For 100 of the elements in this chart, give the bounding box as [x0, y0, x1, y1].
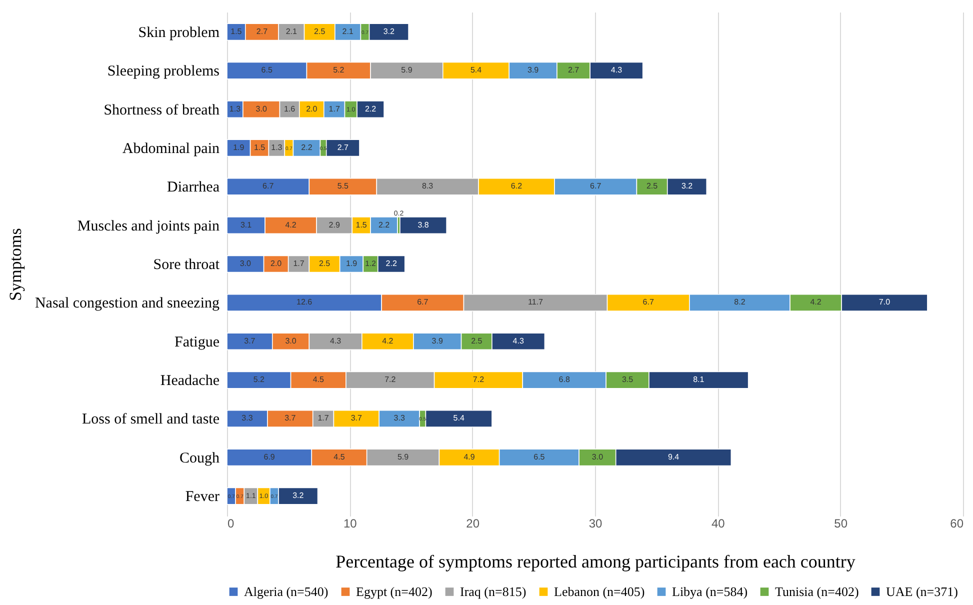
data-label: 5.2: [333, 66, 345, 75]
data-label: 4.3: [512, 336, 524, 346]
data-label: 3.0: [240, 259, 252, 268]
data-label: 2.7: [337, 142, 350, 152]
y-tick-label: Sore throat: [153, 257, 220, 273]
data-label: 3.5: [622, 375, 634, 384]
data-label: 4.2: [810, 298, 822, 307]
data-label: 9.4: [668, 452, 680, 462]
data-label: 7.2: [472, 375, 485, 384]
data-label: 1.7: [328, 104, 340, 114]
y-tick-label: Diarrhea: [167, 180, 220, 196]
data-label: 3.0: [285, 336, 297, 346]
data-label: 4.9: [464, 452, 476, 462]
data-label: 3.2: [383, 26, 396, 36]
x-tick-label: 60: [950, 516, 964, 530]
data-label: 3.0: [592, 452, 604, 462]
data-label: 3.2: [292, 491, 304, 500]
data-label: 6.7: [417, 298, 429, 307]
x-axis-title: Percentage of symptoms reported among participants from each country: [336, 552, 856, 572]
x-tick-label: 50: [834, 516, 848, 530]
data-label: 2.5: [314, 26, 326, 36]
data-label: 6.8: [558, 375, 570, 384]
legend-label: Tunisia (n=402): [775, 584, 859, 599]
data-label: 2.5: [471, 336, 483, 346]
data-label: 3.9: [432, 336, 444, 346]
data-label: 5.4: [470, 66, 482, 75]
x-tick-label: 0: [228, 516, 234, 530]
data-label: 3.8: [418, 220, 430, 230]
data-label: 2.0: [306, 104, 318, 114]
x-tick-label: 10: [343, 516, 358, 530]
y-tick-label: Muscles and joints pain: [77, 218, 220, 234]
data-label: 2.2: [301, 142, 313, 152]
x-tick-label: 20: [466, 516, 480, 530]
data-label: 3.7: [284, 414, 296, 423]
data-label: 1.5: [254, 142, 266, 152]
data-label: 6.5: [534, 452, 546, 462]
data-label: 1.9: [233, 142, 245, 152]
y-axis-title: Symptoms: [6, 228, 25, 301]
data-label: 3.7: [350, 414, 363, 423]
data-label: 5.5: [337, 182, 350, 191]
y-tick-label: Headache: [160, 373, 220, 390]
y-tick-label: Loss of smell and taste: [82, 412, 220, 428]
data-label: 4.5: [334, 452, 346, 462]
data-label: 4.3: [610, 66, 623, 75]
legend-label: UAE (n=371): [886, 584, 958, 599]
data-label: 2.7: [256, 26, 268, 36]
y-tick-label: Shortness of breath: [104, 102, 220, 118]
data-label: 3.7: [244, 336, 256, 346]
data-label: 3.1: [240, 220, 252, 230]
legend-label: Lebanon (n=405): [554, 584, 645, 599]
data-label: 12.6: [296, 298, 313, 307]
data-label: 2.2: [364, 104, 377, 114]
y-tick-label: Skin problem: [138, 24, 220, 41]
data-label: 3.9: [527, 66, 540, 75]
data-label: 3.2: [681, 182, 694, 191]
y-tick-label: Fatigue: [174, 334, 220, 350]
data-label: 8.2: [734, 298, 746, 307]
y-tick-label: Nasal congestion and sneezing: [34, 296, 220, 312]
legend-label: Algeria (n=540): [244, 584, 328, 599]
data-label: 1.9: [346, 259, 358, 268]
data-label: 2.0: [270, 259, 282, 268]
data-label: 4.5: [312, 375, 324, 384]
data-label: 6.7: [590, 182, 602, 191]
data-label: 8.3: [422, 182, 434, 191]
data-label: 11.7: [528, 298, 544, 307]
data-label: 2.5: [646, 182, 658, 191]
data-label: 6.7: [642, 298, 654, 307]
data-label: 7.2: [384, 375, 396, 384]
data-label: 4.3: [330, 336, 342, 346]
data-label: 7.0: [878, 298, 891, 307]
data-label: 2.2: [378, 220, 390, 230]
data-label: 1.3: [271, 142, 283, 152]
y-tick-label: Cough: [179, 450, 220, 466]
data-label: 4.2: [382, 336, 394, 346]
data-label: 5.9: [401, 66, 413, 75]
data-label: 6.9: [264, 452, 276, 462]
data-label: 1.5: [356, 220, 368, 230]
data-label: 3.0: [256, 104, 268, 114]
data-label: 1.7: [293, 259, 305, 268]
data-label: 6.7: [262, 182, 274, 191]
data-label: 2.5: [318, 259, 331, 268]
data-label: 1.3: [229, 104, 242, 114]
data-label: 3.3: [394, 414, 406, 423]
data-label: 5.9: [397, 452, 410, 462]
data-label: 5.2: [253, 375, 266, 384]
y-tick-label: Fever: [185, 489, 220, 506]
data-label: 2.1: [286, 26, 298, 36]
data-label: 6.5: [261, 66, 273, 75]
data-label: 1.7: [318, 414, 330, 423]
data-label: 3.3: [242, 414, 254, 423]
data-label: 2.9: [328, 220, 340, 230]
legend-label: Egypt (n=402): [356, 584, 432, 599]
data-label: 2.1: [342, 26, 354, 36]
data-label: 1.5: [230, 26, 242, 36]
data-label: 1.6: [284, 104, 296, 114]
data-label: 6.2: [510, 182, 523, 191]
data-label: 2.7: [568, 66, 580, 75]
legend-label: Libya (n=584): [672, 584, 748, 599]
data-label: 2.2: [386, 259, 398, 268]
data-label: 5.4: [453, 414, 465, 423]
